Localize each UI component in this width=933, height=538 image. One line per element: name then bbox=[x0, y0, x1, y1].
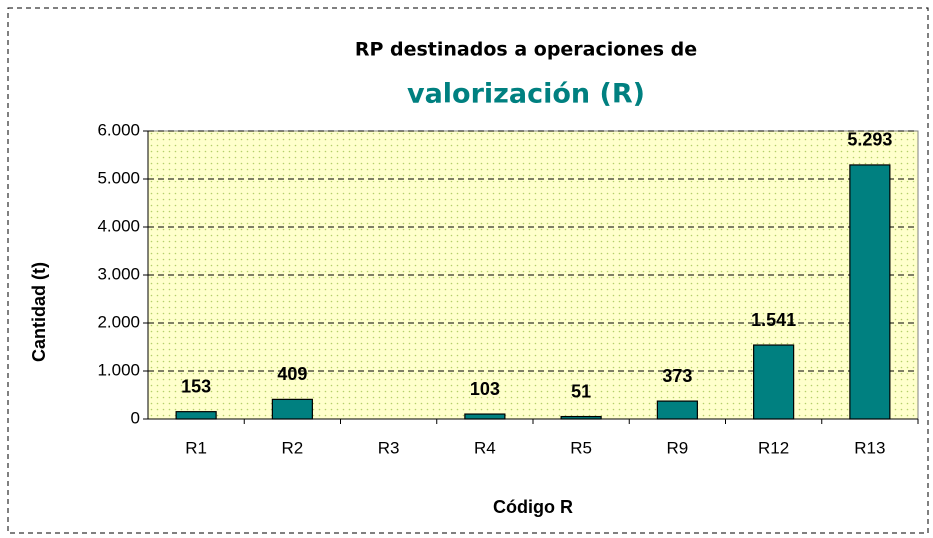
bar bbox=[175, 411, 217, 420]
x-axis-title: Código R bbox=[493, 497, 573, 517]
x-tick-label: R2 bbox=[282, 438, 304, 457]
y-tick-label: 0 bbox=[131, 408, 140, 427]
y-tick-label: 1.000 bbox=[97, 360, 140, 379]
bar bbox=[464, 413, 506, 420]
x-tick-label: R12 bbox=[758, 438, 789, 457]
y-tick-label: 6.000 bbox=[97, 120, 140, 139]
y-tick-label: 2.000 bbox=[97, 312, 140, 331]
frame bbox=[7, 7, 929, 534]
y-tick-label: 3.000 bbox=[97, 264, 140, 283]
bar bbox=[656, 400, 698, 420]
x-tick-label: R1 bbox=[185, 438, 207, 457]
x-tick-label: R4 bbox=[474, 438, 496, 457]
data-label: 51 bbox=[571, 381, 591, 401]
data-label: 409 bbox=[277, 364, 307, 384]
bar bbox=[271, 398, 313, 420]
x-tick-label: R3 bbox=[378, 438, 400, 457]
bar bbox=[753, 344, 795, 420]
y-tick-label: 5.000 bbox=[97, 168, 140, 187]
bar bbox=[560, 415, 602, 420]
chart-subtitle: valorización (R) bbox=[407, 79, 645, 110]
y-axis-title: Cantidad (t) bbox=[29, 262, 49, 362]
data-label: 5.293 bbox=[847, 130, 892, 150]
data-label: 1.541 bbox=[751, 310, 796, 330]
x-tick-label: R13 bbox=[854, 438, 885, 457]
x-tick-label: R5 bbox=[570, 438, 592, 457]
data-label: 103 bbox=[470, 379, 500, 399]
chart-title: RP destinados a operaciones de bbox=[355, 39, 697, 61]
bar bbox=[849, 164, 891, 420]
data-label: 373 bbox=[662, 366, 692, 386]
x-tick-label: R9 bbox=[667, 438, 689, 457]
data-label: 153 bbox=[181, 376, 211, 396]
y-tick-label: 4.000 bbox=[97, 216, 140, 235]
